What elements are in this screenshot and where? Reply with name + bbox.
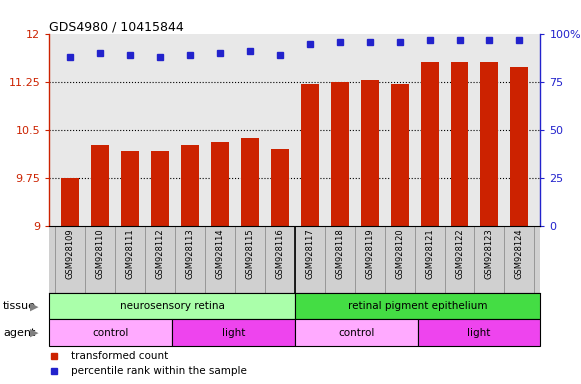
Text: GSM928113: GSM928113 xyxy=(185,228,195,279)
Text: GSM928118: GSM928118 xyxy=(335,228,345,279)
Bar xyxy=(91,145,109,226)
Bar xyxy=(62,178,80,226)
Text: GSM928112: GSM928112 xyxy=(156,228,164,279)
Bar xyxy=(271,149,289,226)
Bar xyxy=(181,145,199,226)
Bar xyxy=(49,293,295,319)
Bar xyxy=(450,62,468,226)
Bar xyxy=(121,151,139,226)
Text: GSM928111: GSM928111 xyxy=(125,228,135,279)
Bar xyxy=(211,142,229,226)
Text: GSM928116: GSM928116 xyxy=(275,228,284,279)
Text: GSM928120: GSM928120 xyxy=(395,228,404,279)
Text: GSM928117: GSM928117 xyxy=(306,228,314,279)
Text: tissue: tissue xyxy=(3,301,36,311)
Text: GSM928124: GSM928124 xyxy=(515,228,524,279)
Bar xyxy=(510,68,528,226)
Bar xyxy=(301,84,319,226)
Bar xyxy=(331,82,349,226)
Text: GSM928119: GSM928119 xyxy=(365,228,374,279)
Text: percentile rank within the sample: percentile rank within the sample xyxy=(71,366,248,376)
Text: GDS4980 / 10415844: GDS4980 / 10415844 xyxy=(49,20,184,33)
Text: control: control xyxy=(92,328,129,338)
Bar xyxy=(172,319,295,346)
Bar xyxy=(480,62,498,226)
Text: control: control xyxy=(338,328,374,338)
Text: GSM928114: GSM928114 xyxy=(216,228,224,279)
Bar xyxy=(390,84,408,226)
Text: GSM928123: GSM928123 xyxy=(485,228,494,279)
Text: GSM928109: GSM928109 xyxy=(66,228,75,279)
Bar xyxy=(418,319,540,346)
Bar xyxy=(361,80,379,226)
Text: light: light xyxy=(222,328,245,338)
Text: GSM928115: GSM928115 xyxy=(245,228,254,279)
Text: ▶: ▶ xyxy=(30,301,39,311)
Text: light: light xyxy=(467,328,490,338)
Bar xyxy=(241,138,259,226)
Text: GSM928121: GSM928121 xyxy=(425,228,434,279)
Text: ▶: ▶ xyxy=(30,328,39,338)
Bar xyxy=(295,293,540,319)
Bar xyxy=(421,62,439,226)
Text: agent: agent xyxy=(3,328,35,338)
Text: neurosensory retina: neurosensory retina xyxy=(120,301,225,311)
Bar xyxy=(151,151,169,226)
Bar xyxy=(49,319,172,346)
Bar xyxy=(295,319,418,346)
Text: GSM928110: GSM928110 xyxy=(96,228,105,279)
Text: transformed count: transformed count xyxy=(71,351,168,361)
Text: retinal pigment epithelium: retinal pigment epithelium xyxy=(348,301,487,311)
Text: GSM928122: GSM928122 xyxy=(455,228,464,279)
